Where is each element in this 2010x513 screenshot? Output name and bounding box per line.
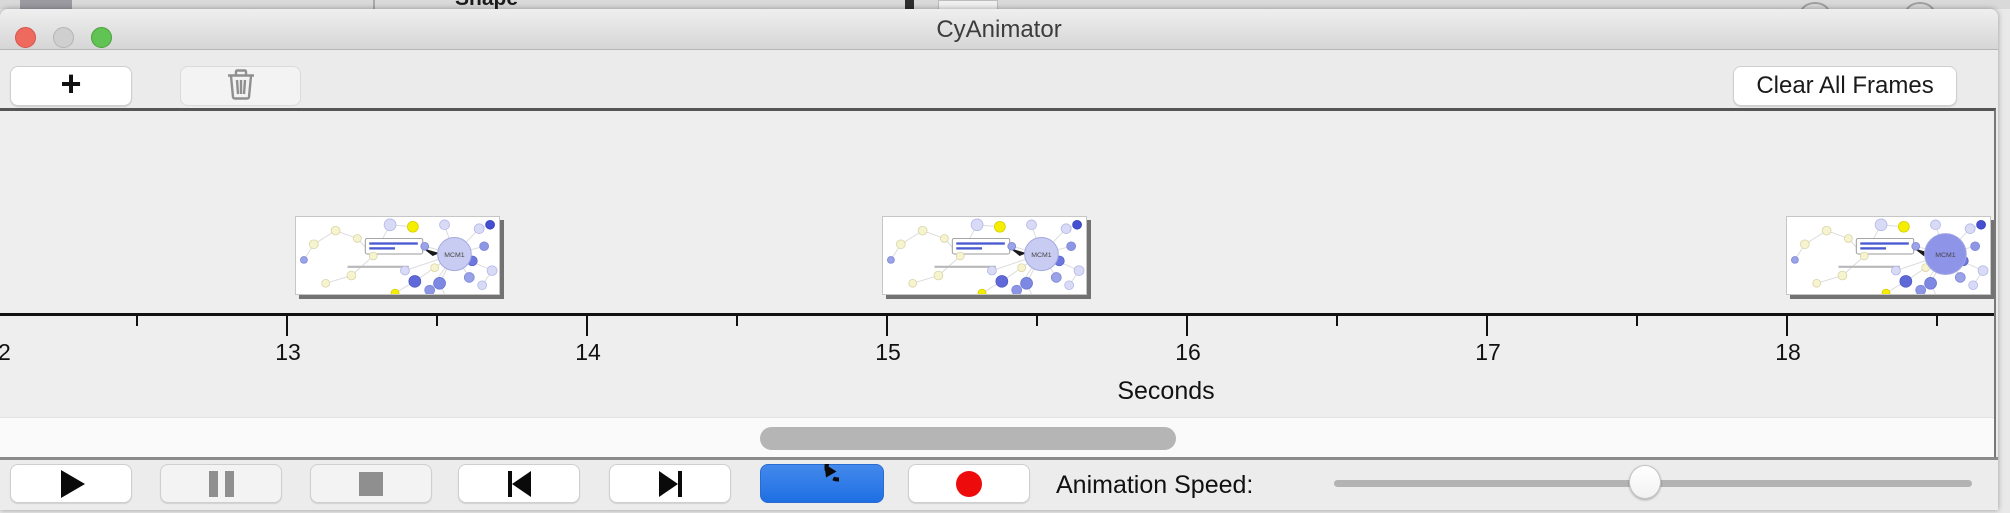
mcm1-node	[437, 236, 472, 272]
mcm1-label: MCM1	[1935, 252, 1956, 259]
skip-to-start-icon	[507, 470, 531, 497]
tick-label: 15	[875, 339, 901, 365]
window-title: CyAnimator	[936, 16, 1062, 43]
major-tick	[886, 316, 888, 336]
frames-toolbar: + Clear All Frames	[0, 50, 1998, 117]
tick-label: 18	[1775, 339, 1801, 365]
record-icon	[956, 470, 982, 497]
loop-button[interactable]	[760, 454, 884, 503]
tooltip-callout	[364, 237, 440, 256]
stop-icon	[359, 471, 383, 496]
background-app-strip: Shape	[0, 0, 2010, 9]
timeline-horizontal-scrollbar[interactable]	[0, 417, 1994, 457]
playback-control-bar: Animation Speed:	[0, 454, 1998, 510]
clear-all-frames-button[interactable]: Clear All Frames	[1733, 66, 1957, 106]
background-app-divider	[373, 0, 375, 9]
minor-tick	[1336, 316, 1338, 326]
background-app-fragment	[905, 0, 914, 9]
minimize-window-button[interactable]	[53, 27, 74, 48]
play-icon	[61, 469, 85, 498]
axis-title: Seconds	[1117, 377, 1215, 405]
tick-label: 13	[275, 339, 301, 365]
mcm1-node	[1924, 233, 1967, 275]
tick-label: 16	[1175, 339, 1201, 365]
trash-icon	[226, 68, 256, 105]
clear-all-frames-label: Clear All Frames	[1756, 72, 1934, 99]
pause-button[interactable]	[160, 464, 282, 503]
mcm1-label: MCM1	[444, 252, 465, 259]
frame-thumbnail[interactable]: MCM1	[1786, 216, 1991, 295]
zoom-window-button[interactable]	[91, 27, 112, 48]
timeline-panel[interactable]: 13 14 15 16 17 18 2 Seconds	[0, 108, 1996, 457]
major-tick	[586, 316, 588, 336]
major-tick	[1186, 316, 1188, 336]
timeline-axis	[0, 313, 1994, 316]
slider-thumb[interactable]	[1629, 465, 1661, 499]
title-bar[interactable]: CyAnimator	[0, 9, 1998, 50]
tooltip-callout	[951, 237, 1027, 256]
cyanimator-window: CyAnimator + Clear All F	[0, 9, 1998, 510]
minor-tick	[1936, 316, 1938, 326]
frame-thumbnail[interactable]: MCM1	[882, 216, 1087, 295]
play-button[interactable]	[10, 464, 132, 503]
frame-thumbnail[interactable]: MCM1	[295, 216, 500, 295]
major-tick	[1486, 316, 1488, 336]
record-button[interactable]	[908, 464, 1030, 503]
tick-label: 17	[1475, 339, 1501, 365]
major-tick	[1786, 316, 1788, 336]
loop-icon	[805, 454, 852, 503]
minor-tick	[136, 316, 138, 326]
background-drawing-fragment	[1800, 2, 1830, 9]
skip-to-end-button[interactable]	[609, 464, 731, 503]
minor-tick	[736, 316, 738, 326]
delete-frame-button[interactable]	[180, 66, 301, 106]
background-app-clipped-label: Shape	[455, 0, 518, 9]
background-app-tab-fragment	[938, 0, 998, 9]
pause-icon	[208, 470, 234, 497]
minor-tick	[1036, 316, 1038, 326]
mcm1-label: MCM1	[1031, 252, 1052, 259]
skip-to-end-icon	[658, 470, 682, 497]
major-tick	[286, 316, 288, 336]
tick-label-clipped: 2	[0, 339, 11, 366]
minor-tick	[436, 316, 438, 326]
mcm1-node	[1024, 236, 1059, 272]
scrollbar-thumb[interactable]	[760, 427, 1176, 450]
tick-label: 14	[575, 339, 601, 365]
add-frame-button[interactable]: +	[10, 63, 132, 106]
stop-button[interactable]	[310, 464, 432, 503]
close-window-button[interactable]	[15, 27, 36, 48]
background-drawing-fragment	[1905, 2, 1935, 9]
background-app-fragment	[20, 0, 72, 9]
animation-speed-label: Animation Speed:	[1056, 471, 1254, 499]
minor-tick	[1636, 316, 1638, 326]
skip-to-start-button[interactable]	[458, 464, 580, 503]
plus-icon: +	[60, 63, 82, 104]
